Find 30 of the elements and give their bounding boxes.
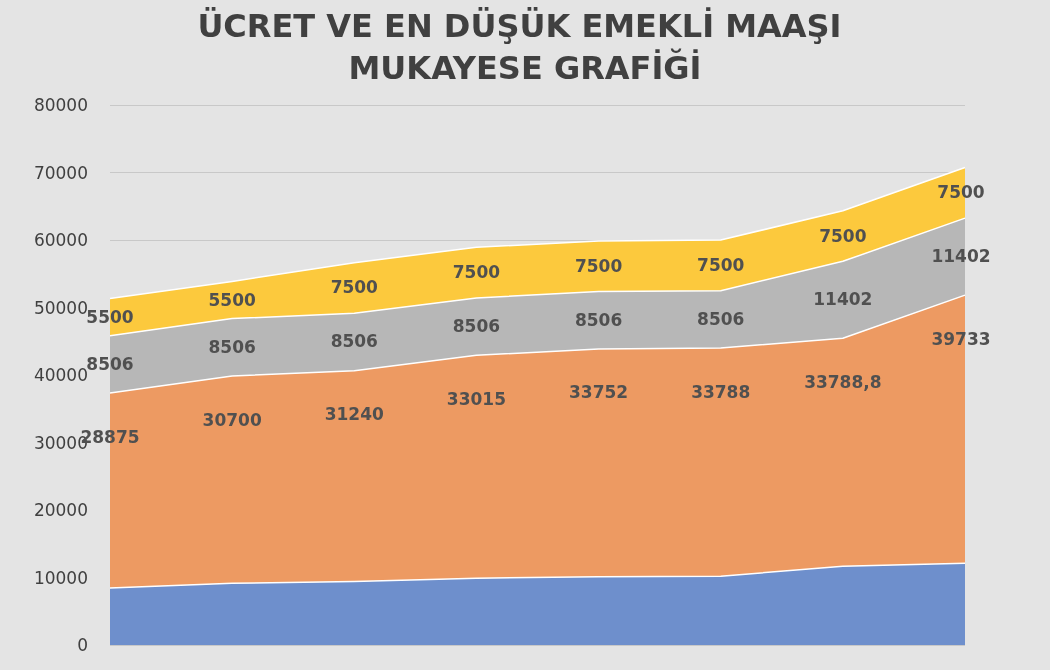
y-tick-label: 0 bbox=[77, 635, 88, 655]
data-label: 33788 bbox=[691, 381, 751, 402]
y-tick-label: 40000 bbox=[33, 365, 88, 385]
data-label: 11402 bbox=[931, 246, 991, 267]
data-label: 8506 bbox=[574, 309, 623, 330]
y-tick-label: 10000 bbox=[33, 567, 88, 588]
data-label: 33752 bbox=[568, 382, 629, 403]
data-label: 8506 bbox=[697, 308, 745, 329]
data-label: 8506 bbox=[208, 336, 256, 357]
data-label: 8506 bbox=[86, 353, 134, 374]
chart-title: ÜCRET VE EN DÜŞÜK EMEKLİ MAAŞI MUKAYESE GRAFİĞİ bbox=[197, 7, 853, 87]
data-label: 7500 bbox=[452, 262, 501, 283]
data-label: 7500 bbox=[697, 254, 745, 275]
data-label: 31240 bbox=[324, 404, 385, 425]
data-label: 30700 bbox=[202, 409, 262, 430]
y-tick-label: 80000 bbox=[33, 95, 88, 115]
y-tick-label: 70000 bbox=[33, 162, 88, 183]
data-label: 8506 bbox=[452, 316, 501, 337]
data-label: 5500 bbox=[86, 306, 134, 327]
data-label: 5500 bbox=[208, 289, 256, 310]
data-label: 33015 bbox=[446, 388, 507, 409]
data-label: 7500 bbox=[330, 277, 379, 298]
data-label: 33788,8 bbox=[804, 371, 882, 392]
y-tick-label: 20000 bbox=[33, 500, 88, 520]
data-label: 11402 bbox=[813, 289, 873, 310]
data-label: 8506 bbox=[330, 331, 378, 352]
y-tick-label: 50000 bbox=[33, 297, 88, 318]
data-label: 7500 bbox=[574, 255, 623, 276]
y-tick-label: 60000 bbox=[33, 230, 88, 250]
data-label: 7500 bbox=[819, 225, 867, 246]
